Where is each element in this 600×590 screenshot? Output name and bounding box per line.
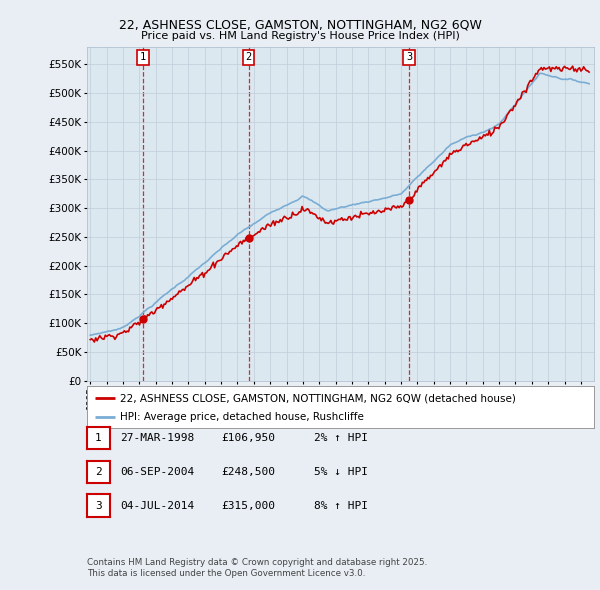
Text: HPI: Average price, detached house, Rushcliffe: HPI: Average price, detached house, Rush… xyxy=(120,412,364,422)
Text: 2% ↑ HPI: 2% ↑ HPI xyxy=(314,433,368,442)
Text: 1: 1 xyxy=(95,433,102,442)
Text: 3: 3 xyxy=(95,501,102,510)
Text: £106,950: £106,950 xyxy=(221,433,275,442)
Text: Price paid vs. HM Land Registry's House Price Index (HPI): Price paid vs. HM Land Registry's House … xyxy=(140,31,460,41)
Text: Contains HM Land Registry data © Crown copyright and database right 2025.: Contains HM Land Registry data © Crown c… xyxy=(87,558,427,566)
Text: £315,000: £315,000 xyxy=(221,501,275,510)
Text: 8% ↑ HPI: 8% ↑ HPI xyxy=(314,501,368,510)
Text: 22, ASHNESS CLOSE, GAMSTON, NOTTINGHAM, NG2 6QW: 22, ASHNESS CLOSE, GAMSTON, NOTTINGHAM, … xyxy=(119,19,481,32)
Text: 04-JUL-2014: 04-JUL-2014 xyxy=(121,501,195,510)
Text: 1: 1 xyxy=(140,52,146,62)
Text: 22, ASHNESS CLOSE, GAMSTON, NOTTINGHAM, NG2 6QW (detached house): 22, ASHNESS CLOSE, GAMSTON, NOTTINGHAM, … xyxy=(120,393,516,403)
Text: 2: 2 xyxy=(95,467,102,477)
Text: 06-SEP-2004: 06-SEP-2004 xyxy=(121,467,195,477)
Text: 3: 3 xyxy=(406,52,412,62)
Text: This data is licensed under the Open Government Licence v3.0.: This data is licensed under the Open Gov… xyxy=(87,569,365,578)
Text: £248,500: £248,500 xyxy=(221,467,275,477)
Text: 2: 2 xyxy=(245,52,252,62)
Text: 27-MAR-1998: 27-MAR-1998 xyxy=(121,433,195,442)
Text: 5% ↓ HPI: 5% ↓ HPI xyxy=(314,467,368,477)
